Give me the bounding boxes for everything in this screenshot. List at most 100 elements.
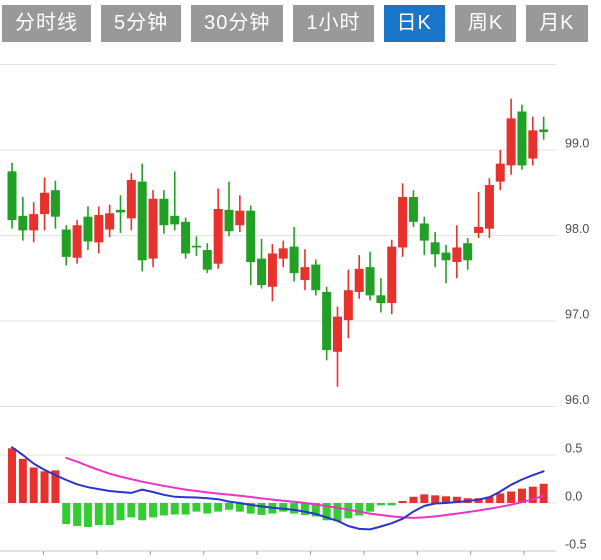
candle-body [376, 295, 386, 304]
candle-body [528, 130, 538, 159]
macd-bar [311, 503, 320, 517]
tab-monthly-k[interactable]: 月K [526, 5, 588, 42]
macd-bar [290, 503, 299, 514]
macd-axis-label: -0.5 [565, 538, 587, 552]
candle-body [191, 245, 201, 248]
macd-bar [170, 503, 179, 515]
macd-bar [420, 494, 429, 503]
tab-5min[interactable]: 5分钟 [101, 5, 182, 42]
macd-bar [257, 503, 266, 515]
macd-bar [366, 503, 375, 512]
tab-daily-k[interactable]: 日K [383, 5, 445, 42]
candle-body [148, 198, 158, 259]
macd-bar [376, 503, 385, 506]
macd-bar [431, 495, 440, 503]
macd-bar [539, 483, 548, 503]
macd-bar [528, 486, 537, 503]
candle-body [517, 111, 527, 166]
candle-body [61, 229, 71, 257]
tab-weekly-k[interactable]: 周K [454, 5, 517, 42]
macd-bar [355, 503, 364, 516]
macd-bar [322, 503, 331, 521]
candle-body [484, 185, 494, 229]
price-axis-label: 99.0 [565, 137, 589, 151]
macd-dea-line [65, 456, 545, 519]
macd-bar [62, 503, 71, 525]
candle-body [289, 246, 299, 274]
tab-minute-line[interactable]: 分时线 [2, 5, 91, 42]
macd-bar [246, 503, 255, 514]
candle-body [419, 223, 429, 241]
macd-bar [279, 503, 288, 512]
macd-axis-label: 0.5 [565, 442, 582, 456]
candle-body [50, 190, 60, 217]
candle-body [7, 171, 17, 221]
macd-bar [116, 503, 125, 521]
candle-body [40, 192, 50, 215]
macd-bar [517, 488, 526, 503]
candle-body [246, 210, 256, 263]
candle-body [278, 248, 288, 259]
candle-body [441, 252, 451, 261]
candle-body [408, 197, 418, 222]
macd-bar [203, 503, 212, 514]
macd-bar [398, 501, 407, 503]
candle-body [354, 268, 364, 292]
candle-body [452, 247, 462, 263]
candle-body [94, 214, 104, 243]
macd-bar [149, 503, 158, 518]
macd-bar [496, 493, 505, 503]
candle-body [300, 267, 310, 280]
macd-bar [105, 503, 114, 526]
macd-bar [225, 503, 233, 510]
candle-body [365, 267, 375, 296]
candle-body [170, 215, 180, 225]
macd-axis-label: 0.0 [565, 490, 582, 504]
candle-body [159, 198, 169, 226]
candle-body [126, 179, 136, 219]
candle-body [267, 253, 277, 287]
candle-body [181, 221, 191, 254]
macd-bar [507, 491, 516, 503]
macd-bar [8, 448, 16, 503]
candle-body [539, 129, 549, 133]
candle-body [105, 213, 115, 230]
tab-1hour[interactable]: 1小时 [293, 5, 374, 42]
macd-bar [387, 503, 396, 506]
candle-body [224, 209, 234, 232]
candle-body [463, 243, 473, 261]
macd-dif-line [11, 446, 545, 531]
candle-body [398, 197, 408, 248]
candle-body [322, 291, 332, 351]
candle-body [202, 250, 212, 270]
macd-bar [192, 503, 201, 512]
candlestick-macd-chart: 99.0 98.0 97.0 96.0 0.5 0.0 -0.5 [0, 64, 589, 556]
candle-body [430, 242, 440, 255]
candle-body [72, 225, 82, 258]
candle-body [495, 163, 505, 182]
macd-bar [235, 503, 244, 512]
candle-body [474, 226, 484, 233]
macd-bar [452, 496, 461, 503]
macd-bar [73, 503, 82, 527]
candle-body [506, 118, 516, 166]
macd-bar [485, 496, 494, 503]
price-axis-label: 98.0 [565, 222, 589, 236]
macd-bar [94, 503, 103, 526]
candle-body [83, 216, 93, 242]
tab-30min[interactable]: 30分钟 [191, 5, 284, 42]
price-axis-label: 97.0 [565, 308, 589, 322]
macd-bar [127, 503, 136, 518]
candle-body [387, 246, 397, 304]
macd-bar [18, 458, 27, 503]
macd-bar [40, 471, 49, 503]
macd-bar [83, 503, 92, 527]
candle-body [235, 210, 245, 226]
candle-body [343, 290, 353, 321]
candle-body [116, 209, 125, 213]
macd-bar [29, 467, 38, 503]
macd-bar [159, 503, 168, 516]
candle-body [137, 181, 147, 261]
macd-bar [409, 496, 418, 503]
candle-body [18, 215, 28, 231]
